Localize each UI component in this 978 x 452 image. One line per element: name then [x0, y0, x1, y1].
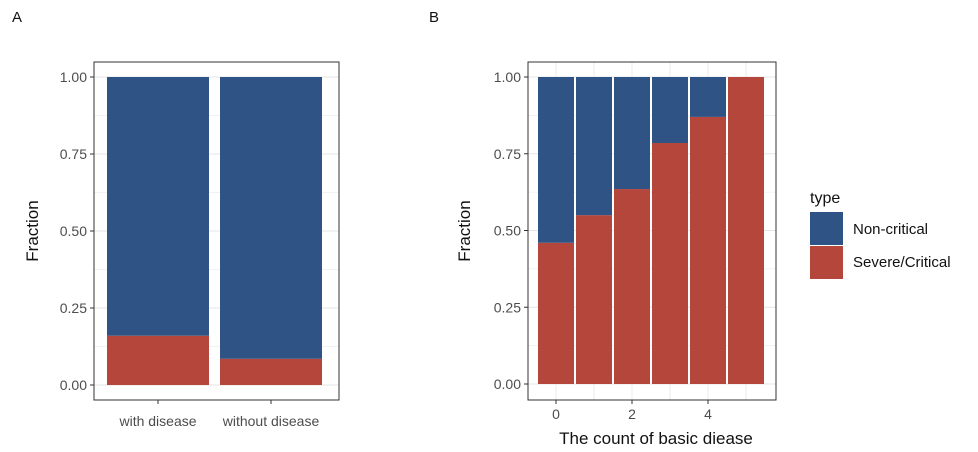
panel-b-x-ticks: 0 2 4	[552, 400, 712, 422]
panel-b-y-tick-label: 0.25	[494, 299, 521, 315]
panel-a-bar-severe-critical	[220, 358, 322, 385]
legend-title: type	[810, 190, 840, 207]
panel-b-bar-non-critical	[614, 77, 650, 190]
panel-a-bar-severe-critical	[107, 335, 209, 385]
panel-a-bar-non-critical	[220, 77, 322, 359]
panel-a-x-tick-label: with disease	[118, 413, 196, 429]
panel-a-bars	[107, 77, 322, 385]
panel-a-y-ticks: 0.00 0.25 0.50 0.75 1.00	[60, 69, 94, 393]
panel-a-y-axis-title: Fraction	[23, 200, 42, 261]
panel-b-x-axis-title: The count of basic diease	[559, 429, 753, 448]
legend: type Non-critical Severe/Critical	[810, 190, 951, 279]
panel-b-bar-severe-critical	[652, 143, 688, 384]
panel-b-y-tick-label: 0.75	[494, 146, 521, 162]
panel-a-y-tick-label: 0.75	[60, 146, 87, 162]
panel-b-bar-severe-critical	[576, 215, 612, 384]
panel-b-bar-non-critical	[690, 77, 726, 117]
panel-letter-b: B	[429, 9, 439, 26]
panel-a-y-tick-label: 1.00	[60, 69, 87, 85]
legend-label-non-critical: Non-critical	[853, 221, 928, 238]
panel-b-x-tick-label: 0	[552, 406, 560, 422]
panel-b-y-axis-title: Fraction	[455, 200, 474, 261]
panel-b-y-tick-label: 1.00	[494, 69, 521, 85]
legend-swatch-non-critical	[810, 212, 843, 245]
panel-b-bar-non-critical	[576, 77, 612, 216]
panel-letter-a: A	[12, 9, 22, 26]
panel-a-y-tick-label: 0.50	[60, 223, 87, 239]
panel-a-y-tick-label: 0.00	[60, 377, 87, 393]
panel-b-bar-non-critical	[652, 77, 688, 144]
panel-a-y-tick-label: 0.25	[60, 300, 87, 316]
panel-a-x-tick-label: without disease	[222, 413, 320, 429]
legend-label-severe-critical: Severe/Critical	[853, 254, 951, 271]
panel-b-y-tick-label: 0.00	[494, 376, 521, 392]
panel-b-bars	[538, 77, 764, 384]
panel-b-bar-severe-critical	[614, 189, 650, 384]
panel-a-x-ticks: with disease without disease	[118, 400, 319, 429]
legend-swatch-severe-critical	[810, 246, 843, 279]
panel-b-x-tick-label: 4	[704, 406, 712, 422]
panel-b-x-tick-label: 2	[628, 406, 636, 422]
panel-b-bar-severe-critical	[538, 242, 574, 384]
panel-b-bar-non-critical	[538, 77, 574, 243]
panel-b-chart: 0.00 0.25 0.50 0.75 1.00 0 2 4 Fraction The co…	[455, 61, 777, 448]
panel-a-bar-non-critical	[107, 77, 209, 336]
panel-b-bar-severe-critical	[690, 116, 726, 384]
panel-b-y-tick-label: 0.50	[494, 223, 521, 239]
panel-b-y-ticks: 0.00 0.25 0.50 0.75 1.00	[494, 69, 528, 392]
panel-a-chart: 0.00 0.25 0.50 0.75 1.00 with disease without…	[23, 61, 340, 429]
panel-b-bar-severe-critical	[728, 77, 764, 384]
